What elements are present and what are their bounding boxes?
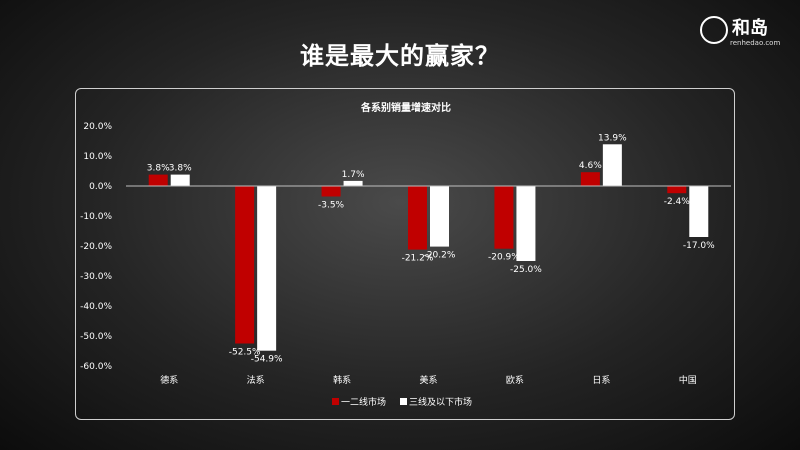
page-title: 谁是最大的赢家？ — [300, 42, 500, 70]
data-label: -25.0% — [510, 265, 542, 275]
x-tick-label: 欧系 — [506, 374, 524, 386]
x-tick-label: 法系 — [247, 374, 265, 386]
logo-text: 和岛 — [732, 18, 768, 39]
bar-tier1-2-2 — [321, 186, 341, 197]
bar-tier1-2-0 — [148, 174, 168, 186]
x-tick-label: 韩系 — [333, 374, 351, 386]
y-tick-label: 20.0% — [83, 122, 112, 132]
data-label: 1.7% — [342, 170, 365, 180]
data-label: -3.5% — [318, 201, 345, 211]
bar-tier1-2-4 — [494, 186, 514, 249]
x-tick-label: 德系 — [160, 374, 178, 386]
y-tick-label: -10.0% — [80, 212, 112, 222]
bar-chart: 各系别销量增速对比 20.0% 10.0% 0.0% -10.0% -20.0% -30.… — [80, 101, 731, 408]
chart-title: 各系别销量增速对比 — [360, 101, 451, 114]
y-tick-label: -50.0% — [80, 332, 112, 342]
bar-tier3-2 — [343, 180, 363, 186]
chart-panel: 各系别销量增速对比 20.0% 10.0% 0.0% -10.0% -20.0% -30.… — [75, 88, 735, 420]
bar-tier1-2-1 — [235, 186, 255, 344]
data-label: -20.9% — [488, 253, 520, 263]
data-label: -2.4% — [664, 197, 691, 207]
data-label: 13.9% — [598, 133, 627, 143]
legend-swatch — [400, 398, 407, 405]
bar-tier3-0 — [170, 174, 190, 186]
logo: 和岛 renhedao.com — [700, 14, 780, 54]
data-label: -21.2% — [402, 254, 434, 264]
data-label: -17.0% — [683, 241, 715, 251]
y-axis-ticks: 20.0% 10.0% 0.0% -10.0% -20.0% -30.0% -40.0% -5… — [80, 122, 112, 372]
legend-swatch — [332, 398, 339, 405]
bar-tier3-5 — [602, 144, 622, 186]
bar-tier3-3 — [430, 186, 449, 247]
y-tick-label: 10.0% — [83, 152, 112, 162]
y-tick-label: -30.0% — [80, 272, 112, 282]
value-labels: 3.8% 3.8% -52.5%-54.9% -3.5% 1.7% -21.2%-20.2… — [147, 133, 715, 364]
y-tick-label: -20.0% — [80, 242, 112, 252]
y-tick-label: 0.0% — [89, 182, 112, 192]
bar-tier3-4 — [516, 186, 536, 261]
data-label: -54.9% — [251, 355, 283, 365]
bars — [148, 144, 709, 351]
x-tick-label: 中国 — [679, 374, 697, 386]
bar-tier1-2-6 — [667, 186, 687, 194]
legend-label: 三线及以下市场 — [409, 396, 472, 408]
logo-icon — [700, 16, 728, 44]
bar-tier1-2-5 — [580, 172, 600, 186]
bar-tier3-1 — [257, 186, 277, 351]
bar-tier1-2-3 — [408, 186, 427, 250]
data-label: -20.2% — [424, 251, 456, 261]
data-label: -52.5% — [229, 348, 261, 358]
x-tick-label: 日系 — [592, 375, 610, 386]
legend-label: 一二线市场 — [341, 396, 386, 408]
data-label: 4.6% — [579, 161, 602, 171]
y-tick-label: -60.0% — [80, 362, 112, 372]
data-label: 3.8% — [169, 164, 192, 174]
x-axis-labels: 德系 法系 韩系 美系 欧系 日系 中国 — [160, 374, 697, 386]
data-label: 3.8% — [147, 164, 170, 174]
logo-url: renhedao.com — [730, 39, 781, 47]
legend: 一二线市场 三线及以下市场 — [332, 396, 472, 408]
y-tick-label: -40.0% — [80, 302, 112, 312]
x-tick-label: 美系 — [419, 374, 437, 386]
bar-tier3-6 — [689, 186, 709, 237]
